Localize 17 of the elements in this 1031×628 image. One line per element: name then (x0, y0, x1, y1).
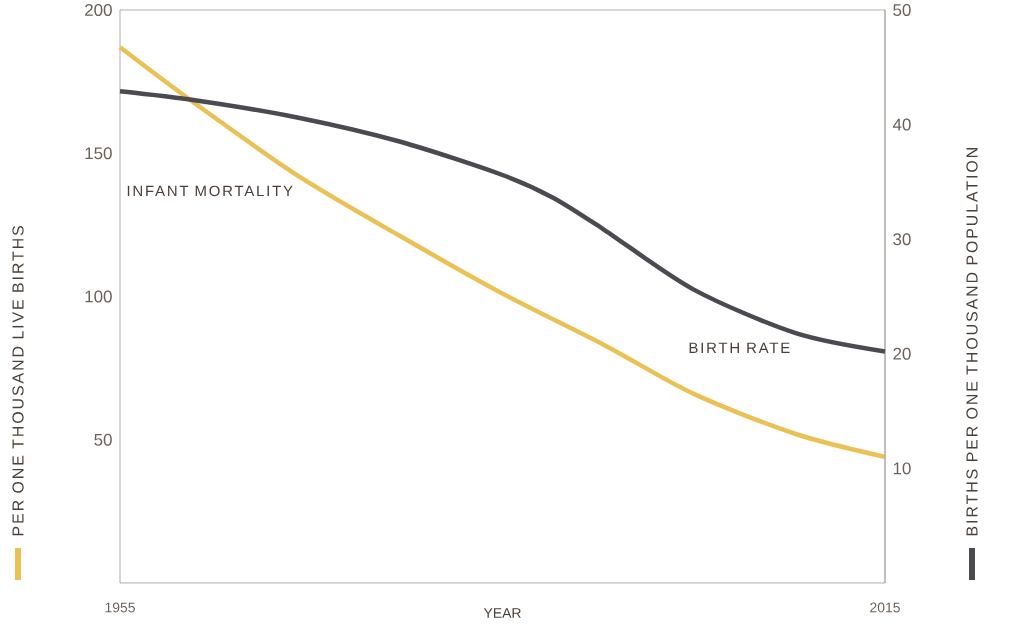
y-tick-label: 150 (85, 147, 112, 160)
y-tick-label: 200 (85, 3, 112, 16)
x-tick-label: 1955 (105, 602, 135, 613)
y-axis-title: PER ONE THOUSAND LIVE BIRTHS (12, 226, 24, 536)
y2-tick-label: 40 (892, 118, 911, 131)
y2-tick-label: 10 (893, 462, 911, 475)
y2-tick-label: 30 (893, 233, 911, 246)
series-label: BIRTH RATE (689, 342, 790, 353)
line-series (117, 89, 888, 354)
y2-tick-label: 20 (893, 347, 911, 360)
y-tick-label: 100 (85, 290, 112, 303)
y-tick-label: 50 (94, 433, 112, 446)
x-axis-title: YEAR (483, 608, 521, 618)
y2-axis-title: BIRTHS PER ONE THOUSAND POPULATION (966, 148, 978, 536)
series-label: INFANT MORTALITY (127, 185, 293, 197)
x-tick-label: 2015 (870, 602, 900, 613)
y2-tick-label: 50 (893, 3, 911, 16)
